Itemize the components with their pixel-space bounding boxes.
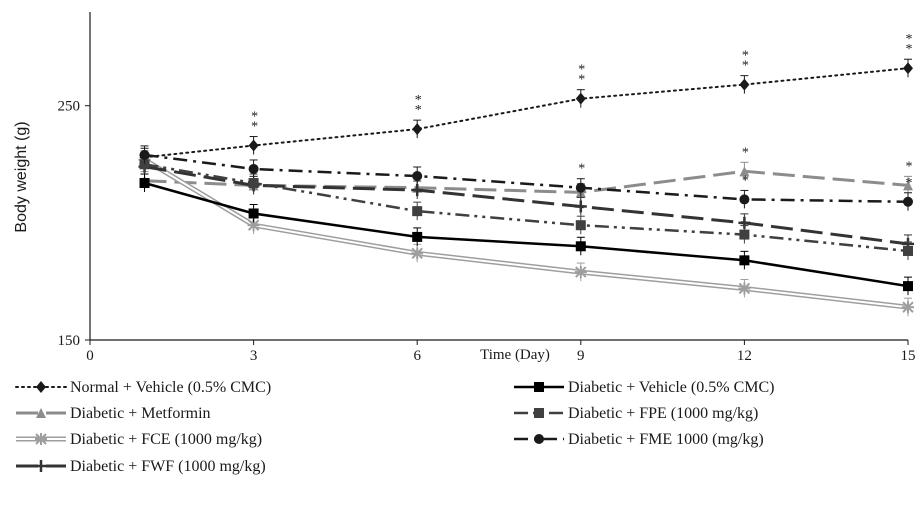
series-line bbox=[143, 67, 909, 159]
legend-item-2: Diabetic + FCE (1000 mg/kg) bbox=[16, 431, 262, 448]
data-point bbox=[575, 241, 586, 252]
legend-item-6: Diabetic + FME 1000 (mg/kg) bbox=[514, 431, 764, 448]
significance-star: * bbox=[578, 162, 585, 177]
significance-star: * bbox=[906, 176, 913, 191]
significance-star: * bbox=[906, 42, 913, 57]
legend-label: Normal + Vehicle (0.5% CMC) bbox=[70, 379, 271, 396]
data-point bbox=[903, 245, 913, 256]
data-point bbox=[248, 163, 259, 174]
legend-label: Diabetic + FME 1000 (mg/kg) bbox=[568, 431, 764, 448]
data-point bbox=[411, 247, 424, 260]
significance-star: * bbox=[251, 120, 258, 135]
significance-star: * bbox=[906, 159, 913, 174]
y-tick-labels: 150 250 bbox=[58, 99, 81, 349]
series-layer: ** **** ** ****** * bbox=[138, 32, 914, 317]
data-point bbox=[738, 282, 751, 295]
legend-swatch-marker bbox=[35, 460, 47, 472]
data-point bbox=[575, 92, 586, 105]
data-point bbox=[412, 123, 423, 136]
data-point bbox=[739, 194, 750, 205]
x-tick-label: 9 bbox=[577, 348, 585, 364]
x-axis-label: Time (Day) bbox=[480, 347, 550, 363]
data-point bbox=[903, 196, 913, 207]
legend-label: Diabetic + FWF (1000 mg/kg) bbox=[70, 458, 266, 475]
significance-star: * bbox=[906, 32, 913, 47]
data-point bbox=[739, 229, 750, 240]
legend-swatch-marker bbox=[35, 433, 47, 445]
data-point bbox=[903, 281, 913, 292]
data-point bbox=[575, 220, 586, 231]
series-line-inner bbox=[143, 158, 909, 309]
data-point bbox=[411, 184, 424, 197]
series-line bbox=[144, 169, 909, 194]
x-tick-label: 15 bbox=[901, 348, 916, 364]
significance-star: * bbox=[578, 73, 585, 88]
data-point bbox=[139, 178, 150, 189]
series-line bbox=[144, 181, 909, 288]
series-line bbox=[143, 157, 909, 310]
significance-star: * bbox=[742, 59, 749, 74]
legend-swatch-marker bbox=[534, 434, 544, 444]
data-point bbox=[739, 255, 750, 266]
data-point bbox=[139, 159, 150, 170]
significance-star: * bbox=[742, 173, 749, 188]
series-line bbox=[144, 163, 909, 253]
data-point bbox=[574, 266, 587, 279]
data-point bbox=[574, 200, 587, 213]
x-tick-label: 3 bbox=[250, 348, 258, 364]
significance-star: * bbox=[415, 103, 422, 118]
series-0: ** **** ** ** bbox=[139, 32, 913, 167]
legend-item-3: Diabetic + FWF (1000 mg/kg) bbox=[16, 458, 266, 475]
y-tick-label: 150 bbox=[58, 333, 81, 349]
data-point bbox=[903, 62, 913, 75]
y-tick-label: 250 bbox=[58, 99, 81, 115]
series-line bbox=[144, 165, 909, 246]
series-5 bbox=[139, 154, 913, 260]
data-point bbox=[739, 78, 750, 91]
legend-label: Diabetic + FPE (1000 mg/kg) bbox=[568, 405, 758, 422]
series-line-outer bbox=[143, 157, 909, 310]
legend-item-4: Diabetic + Vehicle (0.5% CMC) bbox=[514, 379, 774, 396]
series-line bbox=[144, 153, 909, 204]
legend-label: Diabetic + Vehicle (0.5% CMC) bbox=[568, 379, 774, 396]
data-point bbox=[903, 180, 913, 191]
legend-item-1: Diabetic + Metformin bbox=[16, 405, 211, 422]
series-2 bbox=[138, 150, 914, 317]
legend-swatch-marker bbox=[36, 408, 46, 418]
data-point bbox=[412, 231, 423, 242]
data-point bbox=[248, 208, 259, 219]
significance-star: * bbox=[251, 110, 258, 125]
y-axis-label: Body weight (g) bbox=[13, 121, 30, 232]
data-point bbox=[575, 182, 586, 193]
legend-swatch-marker bbox=[534, 408, 544, 418]
significance-star: * bbox=[578, 63, 585, 78]
data-point bbox=[412, 171, 423, 181]
x-tick-label: 0 bbox=[86, 348, 94, 364]
significance-star: * bbox=[742, 49, 749, 64]
legend-swatch-marker bbox=[36, 381, 46, 393]
series-6: * * * bbox=[139, 145, 913, 211]
significance-star: * bbox=[742, 145, 749, 160]
legend-label: Diabetic + FCE (1000 mg/kg) bbox=[70, 431, 262, 448]
data-point bbox=[739, 166, 750, 177]
significance-star: * bbox=[415, 93, 422, 108]
data-point bbox=[902, 301, 914, 314]
legend: Normal + Vehicle (0.5% CMC) Diabetic + Me… bbox=[15, 379, 774, 475]
x-tick-labels: 0 3 6 9 12 15 bbox=[86, 348, 915, 364]
data-point bbox=[248, 139, 259, 152]
series-4 bbox=[139, 173, 913, 296]
data-point bbox=[412, 206, 423, 217]
legend-item-0: Normal + Vehicle (0.5% CMC) bbox=[15, 379, 271, 396]
x-tick-label: 12 bbox=[737, 348, 752, 364]
legend-item-5: Diabetic + FPE (1000 mg/kg) bbox=[514, 405, 758, 422]
legend-swatch-marker bbox=[534, 382, 544, 392]
x-tick-label: 6 bbox=[413, 348, 421, 364]
legend-label: Diabetic + Metformin bbox=[70, 405, 211, 422]
data-point bbox=[139, 149, 150, 160]
chart-axes bbox=[85, 12, 909, 345]
data-point bbox=[248, 178, 259, 189]
